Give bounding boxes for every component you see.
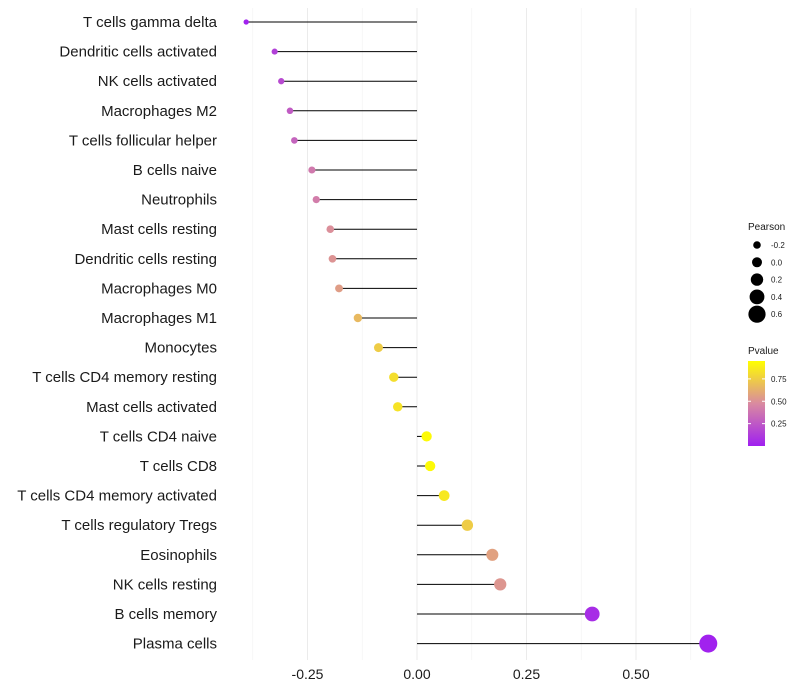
size-legend-key <box>753 241 761 249</box>
size-legend-label: 0.6 <box>771 310 783 319</box>
x-tick-label: 0.25 <box>513 666 540 682</box>
lollipop-stems <box>246 21 709 645</box>
category-label: Dendritic cells resting <box>74 251 217 268</box>
lollipop-point <box>392 402 403 412</box>
lollipop-points <box>243 19 718 653</box>
lollipop-point <box>243 19 249 25</box>
lollipop-point <box>353 313 363 323</box>
lollipop-point <box>389 372 399 382</box>
lollipop-point <box>291 137 298 144</box>
category-label: Dendritic cells activated <box>59 44 217 61</box>
lollipop-point <box>308 166 316 174</box>
category-labels: T cells gamma delta Dendritic cells activ… <box>17 14 217 653</box>
size-legend-key <box>749 289 765 305</box>
size-legend-label: 0.4 <box>771 293 783 302</box>
pvalue-legend-title: Pvalue <box>748 346 779 357</box>
category-label: Plasma cells <box>133 636 217 653</box>
lollipop-point <box>373 343 383 353</box>
pvalue-color-legend: Pvalue 0.25 0.50 0.75 <box>748 346 787 446</box>
lollipop-point <box>699 634 718 653</box>
lollipop-point <box>486 548 499 561</box>
lollipop-point <box>461 519 474 531</box>
category-label: Mast cells resting <box>101 221 217 238</box>
lollipop-point <box>312 195 320 204</box>
category-label: Macrophages M2 <box>101 103 217 120</box>
category-label: T cells CD4 naive <box>100 428 217 445</box>
category-label: T cells follicular helper <box>69 132 217 149</box>
lollipop-point <box>286 107 294 115</box>
pvalue-colorbar <box>748 361 765 446</box>
color-legend-label: 0.50 <box>771 397 787 406</box>
size-legend-key <box>752 257 762 268</box>
pearson-size-legend: Pearson -0.2 0.0 0.2 0.4 0.6 <box>748 222 785 323</box>
category-label: NK cells resting <box>113 576 217 593</box>
color-legend-label: 0.25 <box>771 420 787 429</box>
size-legend-label: -0.2 <box>771 241 785 250</box>
category-label: Eosinophils <box>140 547 217 564</box>
lollipop-point <box>494 578 507 591</box>
lollipop-point <box>271 48 278 55</box>
category-label: B cells memory <box>114 606 217 623</box>
lollipop-point <box>335 284 343 293</box>
lollipop-point <box>424 460 436 472</box>
category-label: Monocytes <box>144 340 217 357</box>
category-label: T cells CD4 memory resting <box>32 369 217 386</box>
grid-lines <box>252 8 692 660</box>
lollipop-point <box>421 431 432 442</box>
size-legend-key <box>748 305 766 323</box>
category-label: Macrophages M0 <box>101 280 217 297</box>
x-tick-label: 0.50 <box>622 666 649 682</box>
category-label: T cells regulatory Tregs <box>61 517 217 534</box>
pearson-legend-title: Pearson <box>748 222 785 233</box>
lollipop-point <box>326 225 335 234</box>
x-tick-label: 0.00 <box>403 666 430 682</box>
lollipop-point <box>328 254 337 263</box>
category-label: B cells naive <box>133 162 217 179</box>
size-legend-label: 0.2 <box>771 276 783 285</box>
lollipop-point <box>278 78 285 85</box>
color-legend-label: 0.75 <box>771 375 787 384</box>
category-label: Neutrophils <box>141 192 217 209</box>
category-label: T cells CD8 <box>140 458 217 475</box>
x-axis-tick-labels: -0.25 0.00 0.25 0.50 <box>292 666 650 682</box>
category-label: T cells gamma delta <box>83 14 218 31</box>
lollipop-point <box>438 490 450 501</box>
category-label: Mast cells activated <box>86 399 217 416</box>
category-label: NK cells activated <box>98 73 217 90</box>
category-label: T cells CD4 memory activated <box>17 488 217 505</box>
category-label: Macrophages M1 <box>101 310 217 327</box>
size-legend-label: 0.0 <box>771 258 783 267</box>
size-legend-key <box>750 273 764 286</box>
x-tick-label: -0.25 <box>292 666 324 682</box>
lollipop-point <box>584 606 600 622</box>
